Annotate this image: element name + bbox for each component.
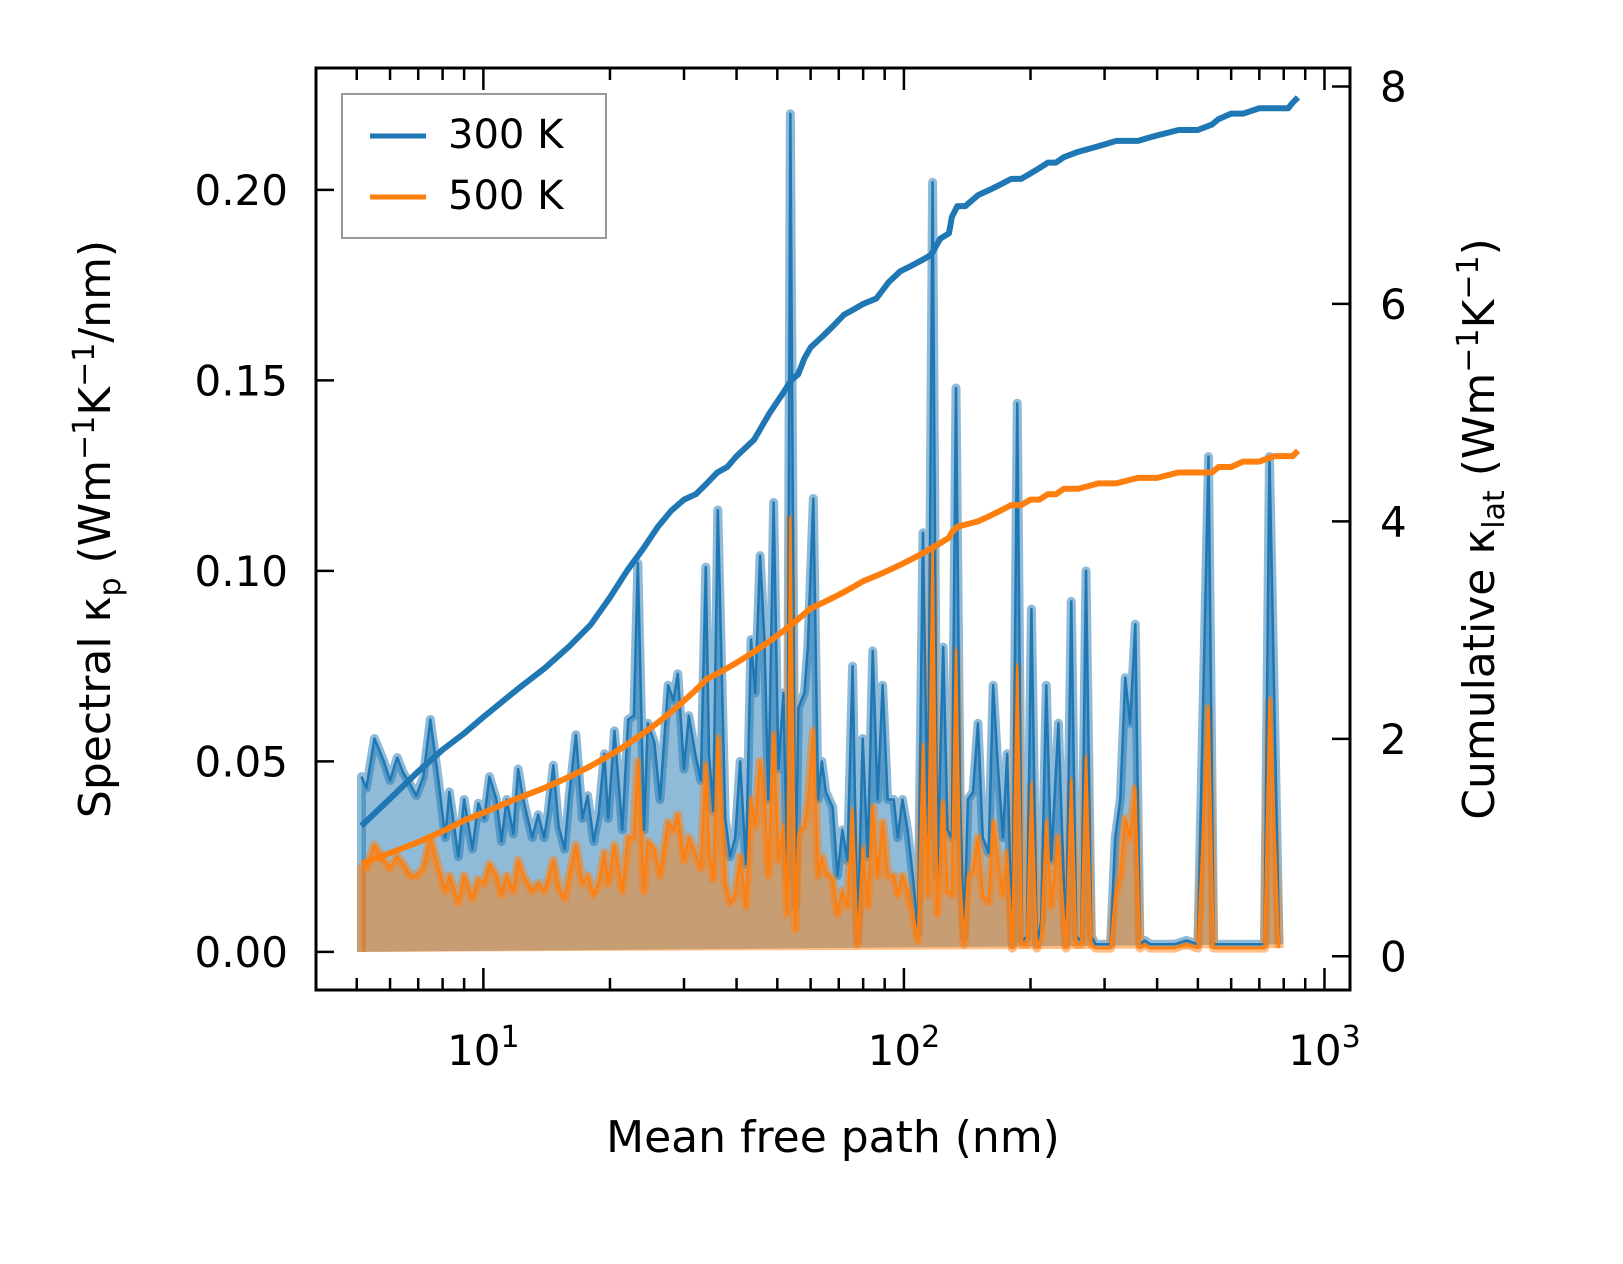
- x-tick-label: 101: [447, 1020, 520, 1075]
- x-tick-label: 103: [1288, 1020, 1361, 1075]
- cumulative-500k-line: [360, 448, 1301, 867]
- right-y-label-open: (Wm: [1454, 373, 1505, 491]
- right-y-label-mid: K: [1454, 298, 1505, 328]
- spectral-300k-line: [360, 112, 1281, 946]
- right-y-label-sup1: −1: [1451, 328, 1486, 372]
- left-y-tick-label: 0.10: [194, 547, 288, 596]
- legend-label-500k: 500 K: [448, 173, 565, 219]
- left-y-label-tail: /nm): [70, 240, 121, 343]
- left-y-label-sup2: −1: [67, 343, 102, 387]
- right-y-label-tail: ): [1454, 238, 1505, 255]
- spectral-lines: [360, 112, 1281, 950]
- cumulative-300k-line: [359, 95, 1301, 828]
- right-y-tick-label: 2: [1380, 715, 1407, 764]
- left-y-label-mid: K: [70, 386, 121, 416]
- right-y-tick-label: 6: [1380, 280, 1407, 329]
- legend: 300 K 500 K: [341, 93, 607, 239]
- right-y-label-sup2: −1: [1451, 255, 1486, 299]
- x-axis-ticks: 101 102 103: [314, 68, 1361, 1075]
- legend-label-300k: 300 K: [448, 112, 565, 158]
- left-y-tick-label: 0.00: [194, 928, 288, 977]
- plot-area: [356, 95, 1301, 953]
- left-y-label-sub: p: [93, 577, 128, 596]
- left-y-axis-label: Spectral κp (Wm−1K−1/nm): [67, 240, 128, 818]
- legend-frame: [341, 93, 607, 239]
- right-y-tick-label: 8: [1380, 62, 1407, 111]
- left-y-label-sup1: −1: [67, 416, 102, 460]
- right-y-tick-label: 4: [1380, 497, 1407, 546]
- spectral-500k-line: [361, 516, 1281, 950]
- left-y-tick-label: 0.05: [194, 737, 288, 786]
- right-y-axis-label: Cumulative κlat (Wm−1K−1): [1451, 238, 1512, 820]
- left-y-label-main: Spectral κ: [70, 597, 121, 819]
- left-y-axis-ticks: 0.00 0.05 0.10 0.15 0.20: [194, 166, 334, 977]
- x-axis-label: Mean free path (nm): [606, 1112, 1060, 1163]
- right-y-label-main: Cumulative κ: [1454, 529, 1505, 820]
- x-tick-label: 102: [868, 1020, 941, 1075]
- plot-frame: [314, 66, 1352, 992]
- left-y-tick-label: 0.20: [194, 166, 288, 215]
- left-y-tick-label: 0.15: [194, 356, 288, 405]
- right-y-label-sub: lat: [1477, 490, 1512, 529]
- left-y-label-open: (Wm: [70, 460, 121, 578]
- right-y-axis-ticks: 0 2 4 6 8: [1332, 62, 1407, 981]
- right-y-tick-label: 0: [1380, 932, 1407, 981]
- cumulative-lines: [359, 95, 1301, 867]
